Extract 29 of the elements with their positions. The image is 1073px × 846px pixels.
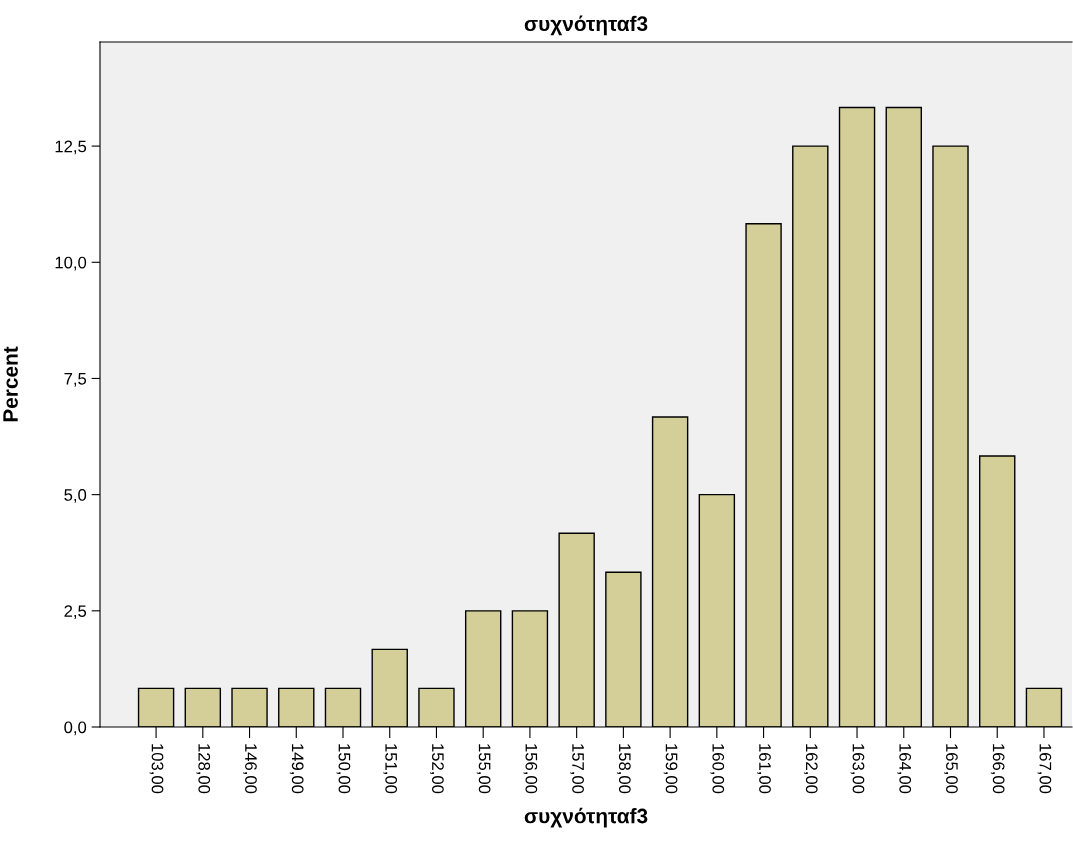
y-tick-label: 0,0 [64, 721, 87, 736]
x-tick-label: 159,00 [663, 744, 678, 794]
x-tick-label: 150,00 [336, 744, 351, 794]
x-tick-label: 149,00 [289, 744, 304, 794]
x-tick-label: 155,00 [476, 744, 491, 794]
x-tick-label: 158,00 [616, 744, 631, 794]
x-tick-label: 151,00 [383, 744, 398, 794]
x-tick-label: 157,00 [570, 744, 584, 794]
chart-title: συχνότηταf3 [524, 15, 648, 36]
x-tick-label: 103,00 [149, 744, 164, 794]
x-tick-label: 160,00 [710, 744, 725, 794]
x-tick-label: 165,00 [944, 744, 958, 794]
x-tick-label: 152,00 [430, 744, 444, 794]
x-tick-label: 166,00 [990, 744, 1005, 794]
x-tick-label: 167,00 [1037, 744, 1052, 794]
x-tick-label: 162,00 [803, 744, 818, 794]
y-axis-title: Percent [3, 346, 18, 422]
x-tick-label: 161,00 [757, 744, 771, 794]
y-tick-label: 12,5 [55, 140, 87, 155]
y-tick-label: 2,5 [64, 605, 87, 619]
x-tick-label: 128,00 [196, 744, 211, 794]
x-axis-title: συχνότηταf3 [524, 807, 648, 828]
x-tick-label: 163,00 [850, 744, 865, 794]
y-tick-label: 7,5 [64, 373, 87, 387]
x-tick-label: 164,00 [897, 744, 912, 794]
y-tick-label: 5,0 [64, 489, 87, 503]
x-tick-label: 156,00 [523, 744, 538, 794]
x-tick-label: 146,00 [243, 744, 257, 794]
y-tick-label: 10,0 [55, 256, 87, 271]
